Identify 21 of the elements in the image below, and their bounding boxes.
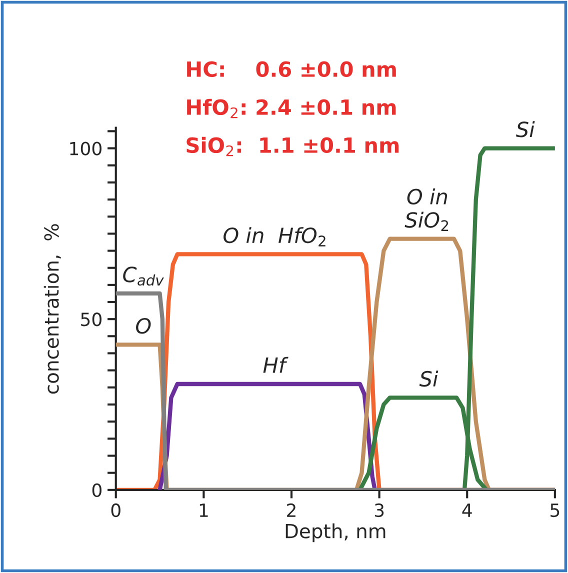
y-tick-label: 0 [92,483,102,498]
y-tick-label: 50 [81,312,102,326]
y-axis-title: concentration, % [44,224,61,394]
x-tick-label: 0 [111,503,120,518]
text: HfO$_{2}$: 2.4 ±0.1 nm [187,98,396,118]
annotation: SiO$_{2}$: 1.1 ±0.1 nm [186,136,399,156]
series-label: Hf [263,356,288,373]
series-label: Si [516,121,535,138]
x-tick-label: 3 [374,503,384,518]
x-tick-label: 5 [550,504,560,518]
x-tick-label: 2 [287,503,296,517]
series-label: Si [419,370,438,387]
y-tick-label: 100 [70,142,102,156]
series-label: C$_{adv}$ [123,266,164,286]
series-label: O in SiO$_{2}$ [404,188,448,231]
series-label: O [136,318,151,334]
text: HC: 0.6 ±0.0 nm [187,61,396,78]
x-tick-label: 1 [200,504,208,517]
series-label: O in HfO$_{2}$ [224,227,326,246]
x-axis-title: Depth, nm [286,523,386,542]
x-tick-label: 4 [462,504,472,517]
